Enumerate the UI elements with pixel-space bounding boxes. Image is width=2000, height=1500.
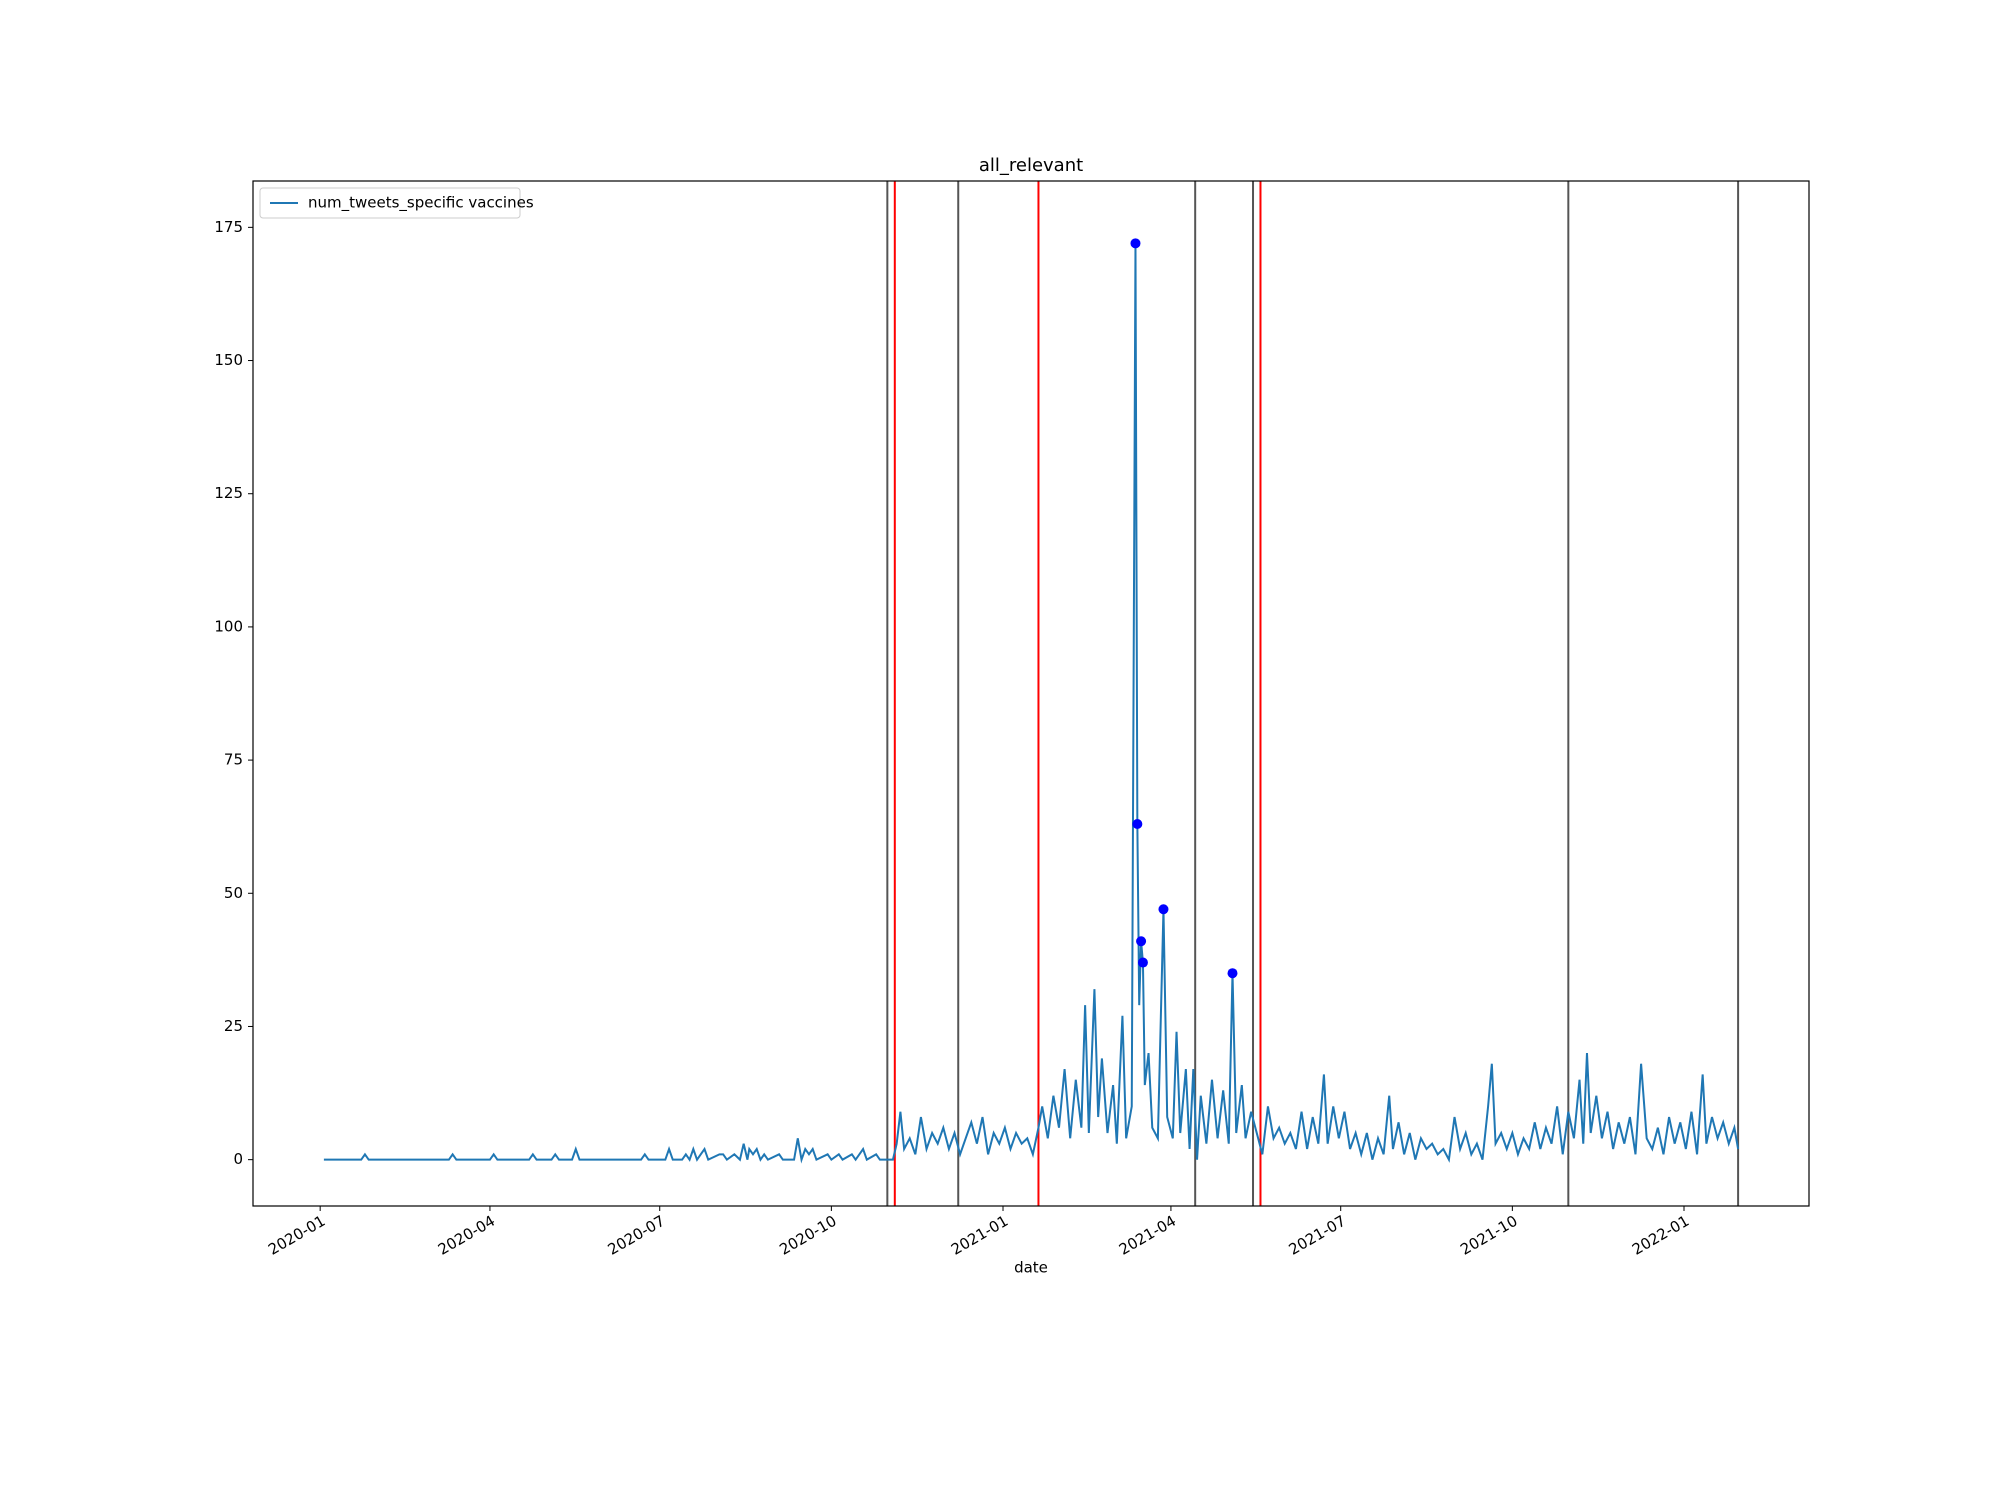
highlight-point [1136, 936, 1147, 947]
chart-title: all_relevant [979, 155, 1083, 176]
legend-label: num_tweets_specific vaccines [308, 194, 534, 213]
legend: num_tweets_specific vaccines [259, 187, 534, 219]
y-tick-label: 0 [233, 1150, 243, 1168]
x-tick-label: 2020-04 [435, 1212, 498, 1259]
y-tick-label: 100 [214, 617, 243, 635]
plot-frame [252, 180, 1810, 1207]
x-tick-label: 2021-10 [1457, 1212, 1520, 1259]
x-tick-label: 2020-01 [265, 1212, 328, 1259]
legend-box [259, 187, 521, 219]
x-tick-label: 2020-10 [776, 1212, 839, 1259]
highlight-point [1132, 819, 1143, 830]
y-tick-label: 125 [214, 484, 243, 502]
y-tick-label: 75 [224, 751, 243, 769]
x-tick-label: 2021-07 [1286, 1212, 1349, 1259]
y-tick-label: 50 [224, 884, 243, 902]
y-tick-label: 150 [214, 351, 243, 369]
x-axis-label: date [1014, 1259, 1048, 1277]
highlight-point [1130, 238, 1141, 249]
x-tick-label: 2020-07 [605, 1212, 668, 1259]
x-tick-label: 2022-01 [1629, 1212, 1692, 1259]
highlight-point [1227, 968, 1238, 979]
y-tick-label: 175 [214, 218, 243, 236]
highlight-point [1137, 957, 1148, 968]
x-tick-label: 2021-04 [1116, 1212, 1179, 1259]
y-tick-label: 25 [224, 1017, 243, 1035]
data-line [323, 243, 1740, 1164]
highlight-point [1158, 904, 1169, 915]
x-tick-label: 2021-01 [948, 1212, 1011, 1259]
